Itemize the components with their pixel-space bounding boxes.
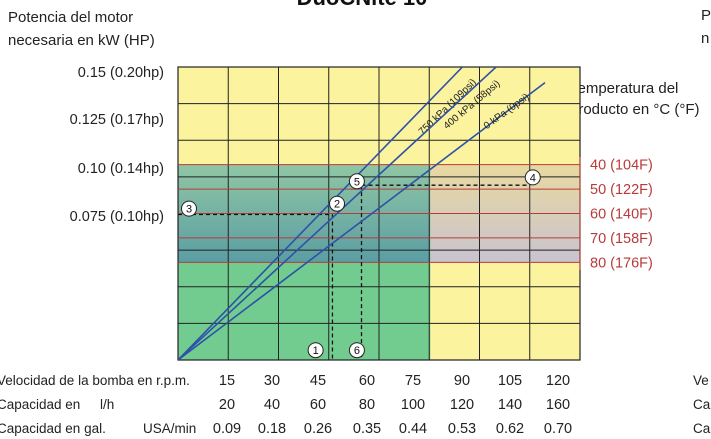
x-tick-x_gal-0: 0.09 (213, 421, 241, 437)
x-tick-x_lh-4: 100 (401, 397, 425, 413)
x-row-label-0: Velocidad de la bomba en r.p.m. (0, 373, 190, 388)
step-marker-circle-2 (329, 195, 346, 212)
step-marker-1: 1 (307, 342, 324, 359)
chart-title: DuoCNite 10 (297, 0, 428, 10)
temperature-label-2: 60 (140F) (590, 207, 653, 223)
step-marker-label-1: 1 (313, 345, 319, 357)
step-marker-circle-3 (181, 200, 197, 217)
x-tick-x_gal-3: 0.35 (353, 421, 381, 437)
y-tick-label-3: 0.075 (0.10hp) (70, 209, 164, 225)
x-tick-x_rpm-1: 30 (264, 373, 280, 389)
x-tick-x_lh-1: 40 (264, 397, 280, 413)
series-line-1 (178, 67, 497, 360)
step-marker-2: 2 (329, 195, 346, 212)
step-marker-5: 5 (348, 173, 365, 190)
series-group-0 (178, 67, 463, 360)
y-axis-title-line-1: Potencia del motor (8, 9, 133, 26)
x-row-label-2: Capacidad en gal. (0, 421, 106, 436)
guide-lines (178, 184, 530, 360)
y-tick-label-0: 0.15 (0.20hp) (78, 65, 164, 81)
x-tick-x_rpm-6: 105 (498, 373, 522, 389)
temperature-label-0: 40 (104F) (590, 158, 653, 174)
y-tick-label-1: 0.125 (0.17hp) (70, 112, 164, 128)
step-marker-3: 3 (181, 200, 197, 217)
step-marker-label-4: 4 (530, 172, 536, 184)
right-cut-bottom-2: Ca (693, 421, 711, 436)
series-group-1 (178, 67, 497, 360)
y-axis-title-line-2: necesaria en kW (HP) (8, 32, 155, 49)
temperature-label-4: 80 (176F) (590, 255, 653, 271)
step-markers: 1 2 3 4 5 6 (181, 169, 541, 359)
x-row-unit-1: l/h (100, 397, 114, 412)
step-marker-label-5: 5 (354, 176, 360, 188)
step-marker-6: 6 (348, 342, 365, 359)
series-line-2 (178, 81, 546, 360)
y-tick-label-2: 0.10 (0.14hp) (78, 161, 164, 177)
x-tick-x_lh-0: 20 (219, 397, 235, 413)
temperature-label-3: 70 (158F) (590, 231, 653, 247)
right-cut-bottom-1: Ca (693, 397, 711, 412)
step-marker-label-6: 6 (354, 345, 360, 357)
x-tick-x_rpm-2: 45 (310, 373, 326, 389)
step-marker-circle-5 (348, 173, 365, 190)
temperature-title-line-1: Temperatura del (570, 80, 678, 97)
x-tick-x_lh-3: 80 (359, 397, 375, 413)
series-lines: 750 kPa (109psi)400 kPa (58psi)0 kPa (0p… (178, 67, 546, 360)
step-marker-circle-4 (524, 169, 541, 186)
x-tick-x_rpm-5: 90 (454, 373, 470, 389)
x-tick-x_gal-5: 0.53 (448, 421, 476, 437)
step-marker-label-3: 3 (186, 204, 192, 216)
x-tick-x_gal-2: 0.26 (304, 421, 332, 437)
series-group-2 (178, 81, 546, 360)
x-tick-x_rpm-4: 75 (405, 373, 421, 389)
x-row-label-1: Capacidad en (0, 397, 80, 412)
step-marker-circle-6 (348, 342, 365, 359)
x-tick-x_rpm-3: 60 (359, 373, 375, 389)
step-marker-circle-1 (307, 342, 324, 359)
step-marker-label-2: 2 (334, 199, 340, 211)
step-marker-4: 4 (524, 169, 541, 186)
x-tick-x_lh-6: 140 (498, 397, 522, 413)
x-tick-x_lh-5: 120 (450, 397, 474, 413)
right-cut-text-1: P (701, 7, 711, 24)
series-line-0 (178, 67, 463, 360)
right-cut-text-2: n (701, 30, 709, 47)
y-tick-labels: 0.15 (0.20hp) 0.125 (0.17hp) 0.10 (0.14hp)… (70, 65, 164, 225)
x-tick-x_gal-1: 0.18 (258, 421, 286, 437)
x-tick-x_rpm-0: 15 (219, 373, 235, 389)
temperature-lines: 40 (104F) 50 (122F) 60 (140F) 70 (158F) 80 (… (178, 156, 653, 271)
x-tick-x_rpm-7: 120 (546, 373, 570, 389)
x-axis-rows: Velocidad de la bomba en r.p.m. 15 30 45 60 7… (0, 373, 711, 437)
temperature-label-1: 50 (122F) (590, 182, 653, 198)
x-tick-x_lh-7: 160 (546, 397, 570, 413)
right-cut-bottom-0: Ve (693, 373, 709, 388)
x-tick-x_gal-4: 0.44 (399, 421, 427, 437)
x-tick-x_lh-2: 60 (310, 397, 326, 413)
x-row-unit-2: USA/min (143, 421, 196, 436)
x-tick-x_gal-6: 0.62 (496, 421, 524, 437)
x-tick-x_gal-7: 0.70 (544, 421, 572, 437)
temperature-title-line-2: producto en °C (°F) (570, 101, 700, 118)
